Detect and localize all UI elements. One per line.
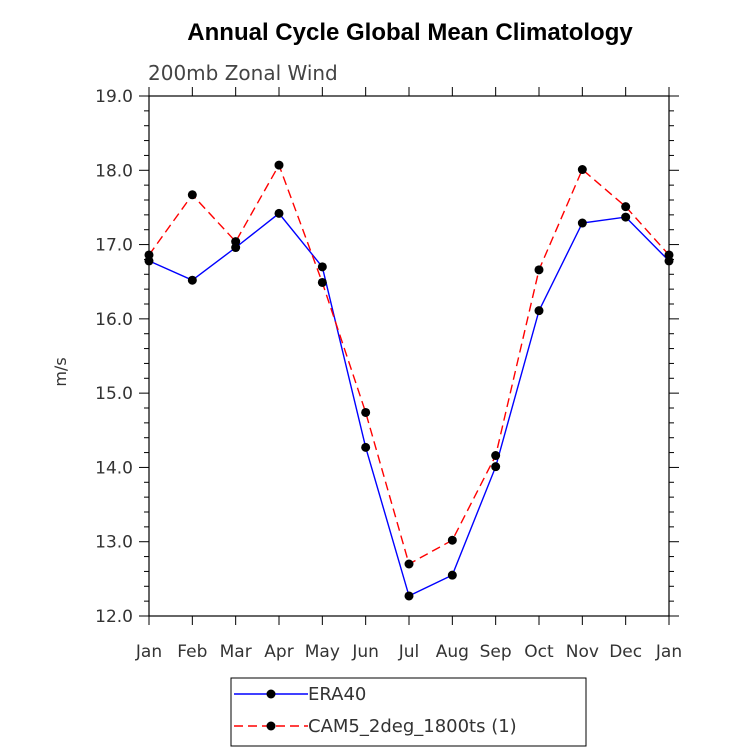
data-point-series-2 (404, 559, 414, 569)
x-tick-label: Nov (566, 642, 599, 662)
x-tick-label: Aug (436, 642, 469, 662)
y-tick-label: 12.0 (95, 607, 133, 627)
y-tick-label: 14.0 (95, 458, 133, 478)
data-point-series-2 (187, 190, 197, 200)
x-tick-label: Dec (609, 642, 642, 662)
series-line-1 (148, 212, 670, 597)
y-axis-label: m/s (51, 357, 70, 386)
legend: ERA40 CAM5_2deg_1800ts (1) (230, 677, 587, 747)
y-tick-label: 19.0 (95, 87, 133, 107)
x-tick-label: Jul (398, 642, 420, 662)
y-tick-label: 16.0 (95, 310, 133, 330)
y-tick-label: 15.0 (95, 384, 133, 404)
data-point-series-2 (664, 250, 674, 260)
data-point-series-1 (361, 442, 371, 452)
legend-box (230, 677, 587, 747)
data-point-series-2 (144, 250, 154, 260)
y-tick-label: 18.0 (95, 161, 133, 181)
data-point-series-2 (447, 535, 457, 545)
legend-label-2: CAM5_2deg_1800ts (1) (308, 716, 517, 737)
chart-title: Annual Cycle Global Mean Climatology (187, 19, 633, 46)
legend-marker-1 (266, 689, 276, 699)
legend-label-1: ERA40 (308, 684, 366, 705)
data-point-series-1 (317, 262, 327, 272)
data-point-series-2 (317, 277, 327, 287)
data-point-series-1 (621, 212, 631, 222)
x-tick-label: Feb (177, 642, 207, 662)
y-tick-label: 17.0 (95, 236, 133, 256)
data-point-series-2 (534, 265, 544, 275)
plot-area: 12.0 13.0 14.0 15.0 16.0 17.0 18.0 19.0 Jan Feb Ma… (95, 87, 682, 662)
x-tick-label: Jan (655, 642, 682, 662)
legend-marker-2 (266, 721, 276, 731)
chart-subtitle: 200mb Zonal Wind (148, 61, 338, 85)
series-line-2 (148, 163, 670, 566)
data-point-series-1 (274, 208, 284, 218)
x-tick-label: Mar (220, 642, 252, 662)
data-point-series-2 (361, 407, 371, 417)
data-point-series-1 (491, 462, 501, 472)
x-tick-label: Apr (264, 642, 293, 662)
data-point-series-2 (621, 202, 631, 212)
data-point-series-1 (187, 275, 197, 285)
data-point-series-1 (447, 570, 457, 580)
y-tick-label: 13.0 (95, 533, 133, 553)
data-point-series-1 (404, 591, 414, 601)
data-point-series-2 (274, 160, 284, 170)
data-point-series-1 (534, 306, 544, 316)
x-tick-label: Oct (524, 642, 554, 662)
data-point-series-2 (231, 237, 241, 247)
data-point-series-1 (577, 218, 587, 228)
data-point-series-2 (577, 165, 587, 175)
x-tick-label: May (305, 642, 340, 662)
x-tick-label: Jan (135, 642, 162, 662)
x-tick-label: Jun (351, 642, 379, 662)
plot-frame (148, 95, 670, 617)
x-tick-label: Sep (480, 642, 512, 662)
data-point-series-2 (491, 451, 501, 461)
